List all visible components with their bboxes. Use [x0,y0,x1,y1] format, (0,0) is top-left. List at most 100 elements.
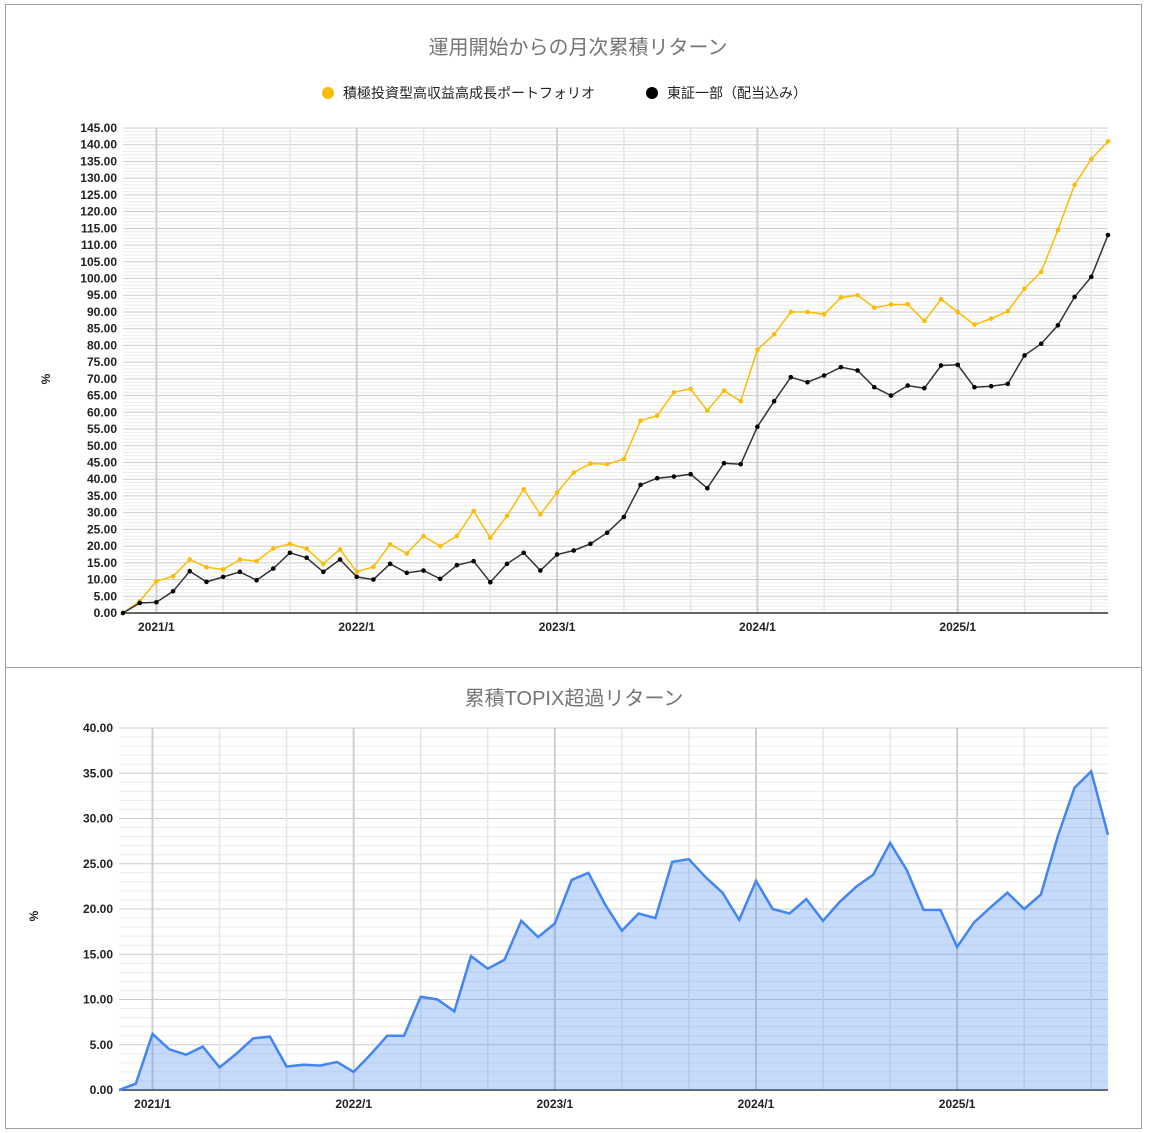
data-point [304,546,309,552]
data-point [688,386,693,392]
y-tick-label: 0.00 [94,606,118,620]
y-tick-label: 55.00 [87,422,117,436]
data-point [855,292,860,298]
x-tick-label: 2023/1 [536,1097,573,1111]
data-point [805,309,810,315]
data-point [972,384,977,390]
data-point [1022,286,1027,291]
y-tick-label: 40.00 [87,472,117,486]
legend-marker-topix [646,87,658,99]
y-tick-label: 110.00 [81,238,117,252]
data-point [1105,232,1111,238]
data-point [354,569,360,575]
data-point [1105,139,1111,144]
y-tick-label: 40.00 [83,721,113,735]
data-point [905,301,910,307]
chart-title: 累積TOPIX超過リターン [465,687,684,710]
y-tick-label: 125.00 [80,188,117,202]
y-tick-label: 130.00 [80,171,117,185]
data-point [504,513,510,519]
data-point [571,548,577,553]
legend: 積極投資型高収益高成長ポートフォリオ 東証一部（配当込み） [322,85,807,101]
data-point [855,368,860,373]
data-point [721,388,727,393]
data-point [187,568,193,574]
data-point [821,312,827,317]
x-tick-label: 2021/1 [138,620,175,634]
data-point [237,557,243,562]
y-axis-label: % [39,373,53,384]
data-point [604,461,610,467]
data-point [755,347,760,353]
data-point [504,561,510,567]
data-point [838,295,844,300]
y-tick-label: 95.00 [87,288,117,302]
y-tick-label: 10.00 [87,573,117,587]
data-point [237,569,243,575]
data-point [588,541,593,547]
data-point [204,564,209,570]
data-point [371,564,376,570]
data-point [771,332,777,337]
series-line-0 [122,140,1109,614]
data-point [788,309,794,315]
data-point [955,362,961,368]
data-point [471,508,476,514]
data-point [371,577,376,582]
data-point [1005,381,1011,387]
y-tick-label: 45.00 [87,455,117,469]
data-point [922,318,927,324]
data-point [571,470,577,475]
data-point [638,418,643,423]
data-point [538,568,543,573]
y-tick-label: 35.00 [83,766,113,780]
cumulative-return-chart: 運用開始からの月次累積リターン 積極投資型高収益高成長ポートフォリオ 東証一部（… [39,36,1111,634]
data-point [538,512,543,517]
data-point [521,550,526,556]
area-fill [119,771,1108,1090]
data-point [337,557,343,562]
data-point [1072,182,1077,188]
data-point [1038,269,1044,275]
data-point [805,379,810,385]
data-point [1089,274,1094,280]
data-point [938,363,944,368]
y-tick-label: 50.00 [87,439,117,453]
data-point [671,389,677,395]
data-point [304,555,309,561]
data-point [738,461,744,467]
y-tick-label: 65.00 [87,389,117,403]
data-point [955,309,961,315]
data-point [871,305,877,310]
data-point [838,364,844,370]
data-point [204,579,209,585]
data-point [170,573,176,579]
data-point [688,471,693,477]
data-point [621,456,627,462]
x-tick-label: 2025/1 [939,620,976,634]
data-point [588,461,593,466]
y-tick-label: 140.00 [80,138,117,152]
series-line-1 [122,234,1109,614]
data-point [287,541,293,547]
data-point [1005,308,1011,314]
data-point [1055,323,1061,328]
data-point [871,384,877,390]
y-tick-label: 70.00 [87,372,117,386]
data-point [922,385,927,391]
data-point [287,550,293,556]
y-tick-label: 15.00 [87,556,117,570]
x-tick-label: 2022/1 [335,1097,372,1111]
y-tick-label: 15.00 [83,947,113,961]
x-tick-label: 2021/1 [134,1097,171,1111]
data-point [471,558,476,564]
data-point [988,316,994,321]
data-point [120,610,126,616]
cumulative-return-chart-panel: 運用開始からの月次累積リターン 積極投資型高収益高成長ポートフォリオ 東証一部（… [5,4,1142,668]
y-tick-label: 100.00 [80,272,117,286]
data-point [437,576,443,582]
data-point [487,579,493,585]
data-point [254,558,259,564]
data-point [1038,341,1044,347]
y-tick-label: 0.00 [90,1083,114,1097]
